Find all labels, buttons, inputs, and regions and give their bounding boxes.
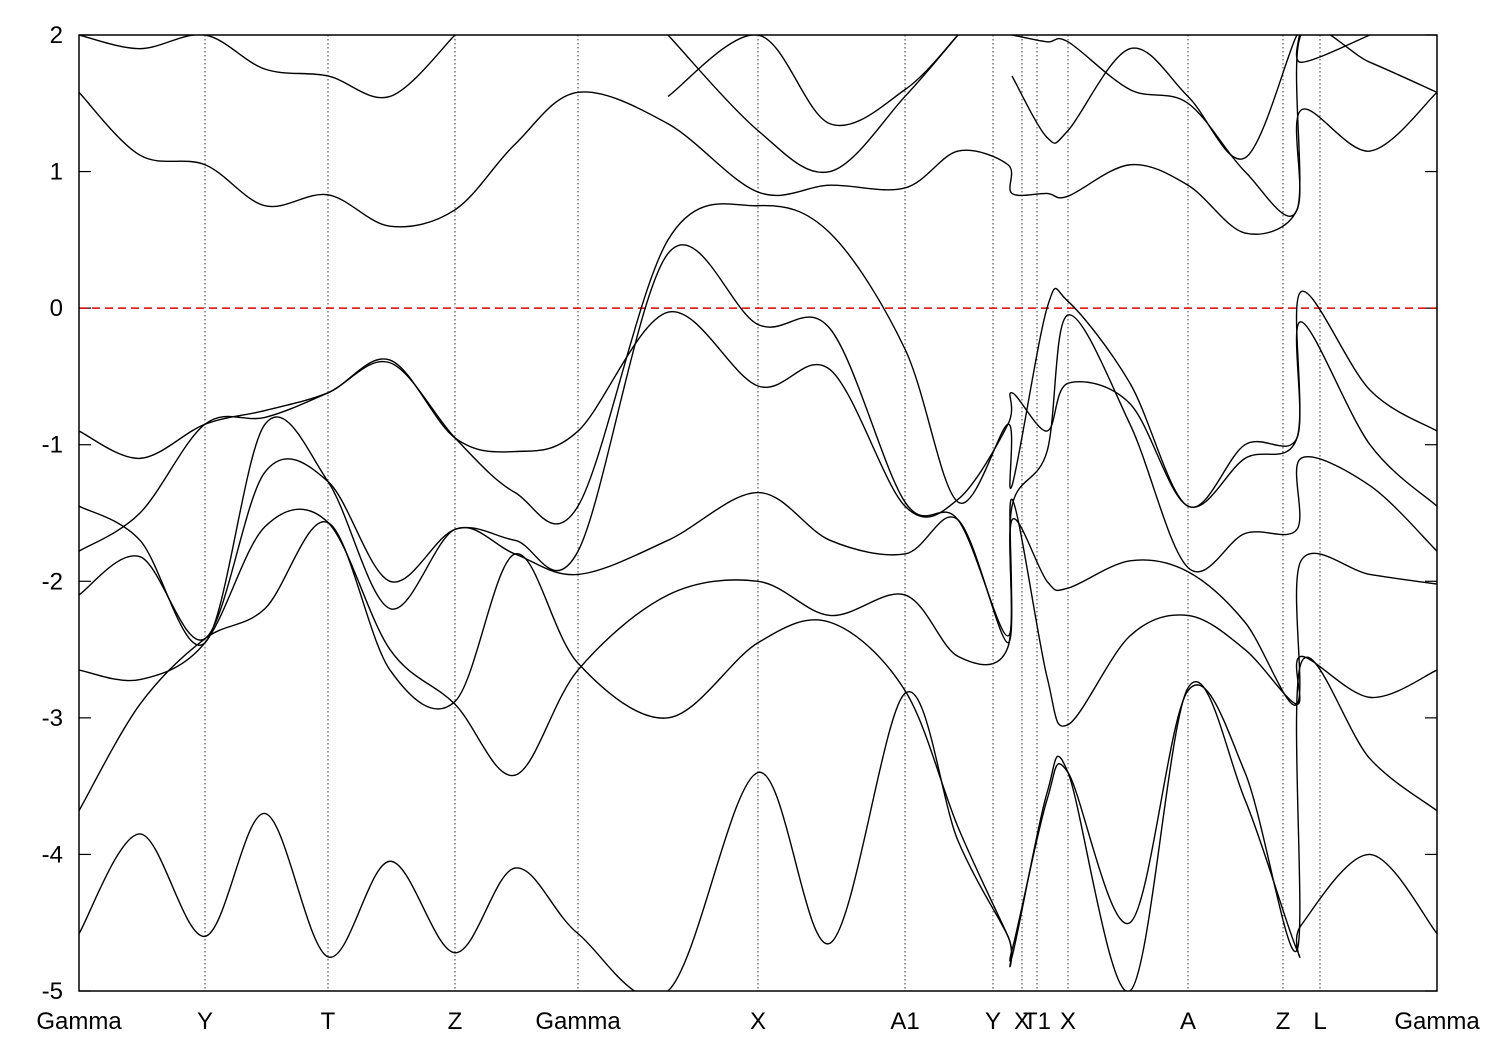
y-tick-label: -3	[42, 705, 63, 732]
x-tick-label: X	[1060, 1008, 1076, 1035]
y-tick-label: 1	[50, 159, 63, 186]
band-line	[79, 416, 1437, 706]
band-line	[79, 203, 1437, 552]
x-tick-label: Gamma	[36, 1008, 122, 1035]
band-line	[79, 91, 1437, 235]
x-tick-label: Z	[1276, 1008, 1291, 1035]
x-tick-label: X	[1014, 1008, 1030, 1035]
band-line	[79, 35, 1371, 160]
y-tick-label: 0	[50, 295, 63, 322]
x-tick-label: L	[1313, 1008, 1326, 1035]
x-tick-label: X	[750, 1008, 766, 1035]
x-tick-label: A1	[890, 1008, 919, 1035]
x-tick-label: A	[1180, 1008, 1196, 1035]
x-tick-label: Z	[448, 1008, 463, 1035]
y-tick-label: -5	[42, 978, 63, 1005]
x-tick-label: Gamma	[535, 1008, 621, 1035]
y-tick-label: -2	[42, 568, 63, 595]
y-tick-label: -1	[42, 432, 63, 459]
x-tick-label: Y	[985, 1008, 1001, 1035]
x-tick-label: T1	[1023, 1008, 1051, 1035]
y-tick-label: -4	[42, 841, 63, 868]
plot-frame	[78, 34, 1438, 992]
band-line	[79, 498, 1437, 777]
band-line	[79, 680, 1437, 991]
x-tick-label: Gamma	[1394, 1008, 1480, 1035]
y-tick-label: 2	[50, 22, 63, 49]
x-tick-label: Y	[197, 1008, 213, 1035]
x-tick-label: T	[321, 1008, 336, 1035]
